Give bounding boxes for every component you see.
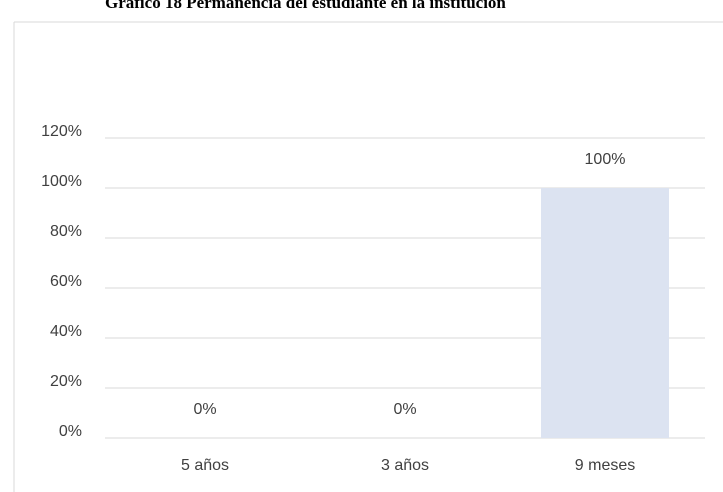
y-tick-label: 60%: [50, 273, 82, 290]
y-tick-label: 0%: [59, 423, 82, 440]
x-tick-label: 9 meses: [575, 457, 635, 474]
y-tick-label: 120%: [41, 123, 82, 140]
y-tick-label: 80%: [50, 223, 82, 240]
bar: [541, 188, 669, 438]
x-tick-label: 3 años: [381, 457, 429, 474]
value-label: 0%: [393, 401, 416, 418]
chart-title: Gráfico 18 Permanencia del estudiante en…: [105, 0, 506, 12]
y-tick-label: 20%: [50, 373, 82, 390]
x-tick-label: 5 años: [181, 457, 229, 474]
value-label: 100%: [585, 151, 626, 168]
value-label: 0%: [193, 401, 216, 418]
y-tick-label: 40%: [50, 323, 82, 340]
y-tick-label: 100%: [41, 173, 82, 190]
